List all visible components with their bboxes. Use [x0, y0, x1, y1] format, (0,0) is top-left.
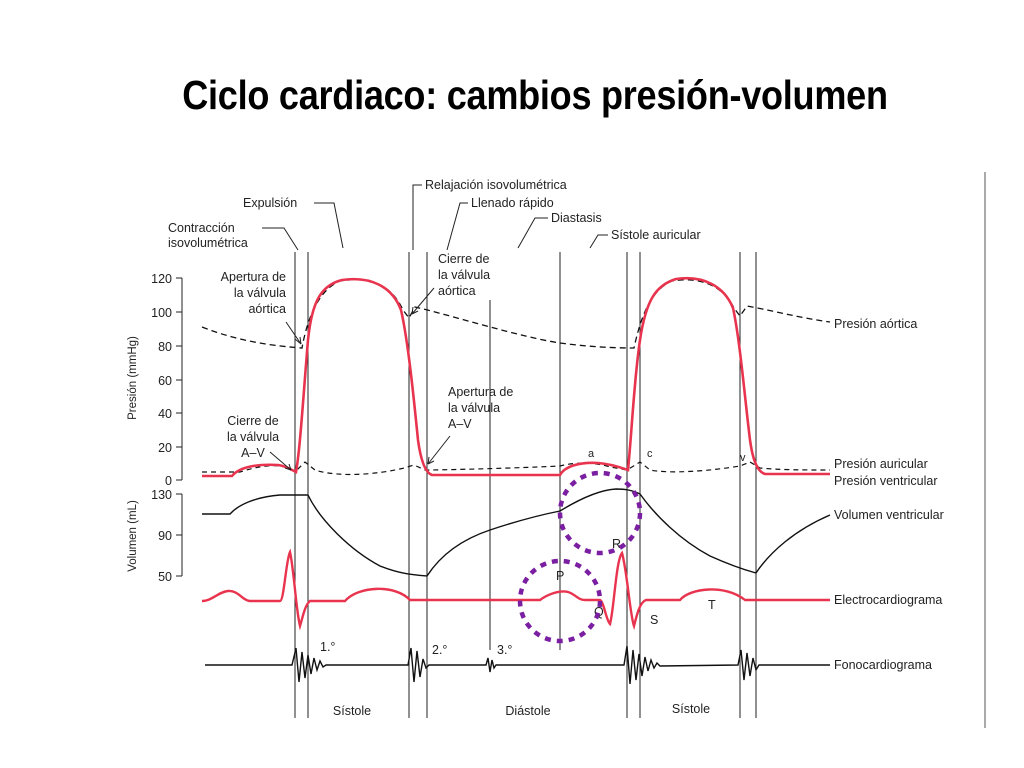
arrow-cierre-av	[269, 451, 292, 471]
label-presion-aortica: Presión aórtica	[834, 317, 917, 331]
period-labels: Sístole Diástole Sístole	[333, 702, 710, 718]
label-fonocardiograma: Fonocardiograma	[834, 658, 932, 672]
ventricular-volume-trace	[202, 488, 831, 577]
arrow-apertura-aortica	[285, 321, 302, 345]
annot-cierre-aortica-1: Cierre de	[438, 252, 489, 266]
annot-cierre-av-3: A–V	[241, 446, 265, 460]
annot-cierre-av-1: Cierre de	[227, 414, 278, 428]
volume-axis: 130 90 50 Volumen (mL)	[127, 488, 183, 584]
period-sistole-2: Sístole	[672, 702, 710, 716]
pressure-axis: 120 100 80 60 40 20 0 Presión (mmHg)	[127, 272, 183, 488]
annot-apertura-aortica-3: aórtica	[248, 302, 286, 316]
pressure-tick-120: 120	[151, 272, 172, 286]
phase-llenado: Llenado rápido	[471, 196, 554, 210]
volume-tick-90: 90	[158, 529, 172, 543]
period-sistole-1: Sístole	[333, 704, 371, 718]
pressure-tick-100: 100	[151, 306, 172, 320]
ecg-trace	[201, 548, 830, 631]
ecg-label-q: Q	[594, 605, 604, 619]
pressure-tick-80: 80	[158, 340, 172, 354]
phase-contraccion-line1: Contracción	[168, 221, 235, 235]
ecg-label-p: P	[556, 569, 564, 583]
wave-label-c: c	[647, 448, 653, 460]
phase-diastasis-leader	[517, 217, 548, 249]
volume-axis-label: Volumen (mL)	[127, 500, 139, 572]
valve-annotations: Apertura de la válvula aórtica Cierre de…	[221, 252, 746, 471]
highlight-circle-isovolumetric	[557, 470, 643, 556]
annot-apertura-av-2: la válvula	[448, 401, 500, 415]
ecg-label-t: T	[708, 598, 716, 612]
event-lines	[294, 252, 757, 718]
annot-apertura-aortica-2: la válvula	[234, 286, 286, 300]
highlight-circle-p-wave	[517, 558, 603, 644]
heart-sound-2: 2.°	[432, 643, 447, 657]
phase-llenado-leader	[446, 202, 468, 251]
phonocardiogram-trace	[205, 645, 830, 685]
ecg-wave-labels: P Q R S T	[556, 537, 716, 627]
heart-sound-3: 3.°	[497, 643, 512, 657]
phase-diastasis: Diastasis	[551, 211, 602, 225]
volume-tick-130: 130	[151, 488, 172, 502]
pressure-tick-60: 60	[158, 374, 172, 388]
annot-cierre-av-2: la válvula	[227, 430, 279, 444]
annot-cierre-aortica-2: la válvula	[438, 268, 490, 282]
wave-label-v: v	[740, 452, 746, 464]
phase-sistole-auricular: Sístole auricular	[611, 228, 701, 242]
phase-contraccion-leader	[262, 227, 299, 251]
pressure-tick-0: 0	[165, 474, 172, 488]
wave-label-a: a	[588, 448, 595, 460]
slide-title: Ciclo cardiaco: cambios presión-volumen	[182, 72, 888, 118]
phase-expulsion: Expulsión	[243, 196, 297, 210]
arrow-apertura-av	[427, 435, 451, 465]
annot-apertura-av-1: Apertura de	[448, 385, 513, 399]
annot-apertura-aortica-1: Apertura de	[221, 270, 286, 284]
arrow-cierre-aortica	[411, 287, 435, 315]
heart-sound-labels: 1.° 2.° 3.°	[320, 640, 512, 657]
label-electrocardiograma: Electrocardiograma	[834, 593, 942, 607]
pressure-axis-label: Presión (mmHg)	[127, 336, 139, 420]
phase-relajacion: Relajación isovolumétrica	[425, 178, 567, 192]
label-presion-ventricular: Presión ventricular	[834, 474, 938, 488]
pressure-tick-20: 20	[158, 441, 172, 455]
pressure-tick-40: 40	[158, 407, 172, 421]
trace-labels: Presión aórtica Presión auricular Presió…	[834, 317, 944, 672]
annot-apertura-av-3: A–V	[448, 417, 472, 431]
phase-relajacion-leader	[412, 184, 422, 250]
label-volumen-ventricular: Volumen ventricular	[834, 508, 944, 522]
period-diastole: Diástole	[505, 704, 550, 718]
annot-cierre-aortica-3: aórtica	[438, 284, 476, 298]
ecg-label-s: S	[650, 613, 658, 627]
phase-contraccion-line2: isovolumétrica	[168, 236, 248, 250]
label-presion-auricular: Presión auricular	[834, 457, 928, 471]
heart-sound-1: 1.°	[320, 640, 335, 654]
ecg-label-r: R	[612, 537, 621, 551]
ventricular-pressure-trace	[202, 276, 830, 478]
phase-expulsion-leader	[314, 202, 344, 249]
phase-labels: Contracción isovolumétrica Expulsión Rel…	[168, 178, 701, 251]
volume-tick-50: 50	[158, 570, 172, 584]
pressure-ticks	[176, 277, 182, 481]
phase-sistole-auricular-leader	[589, 234, 608, 249]
